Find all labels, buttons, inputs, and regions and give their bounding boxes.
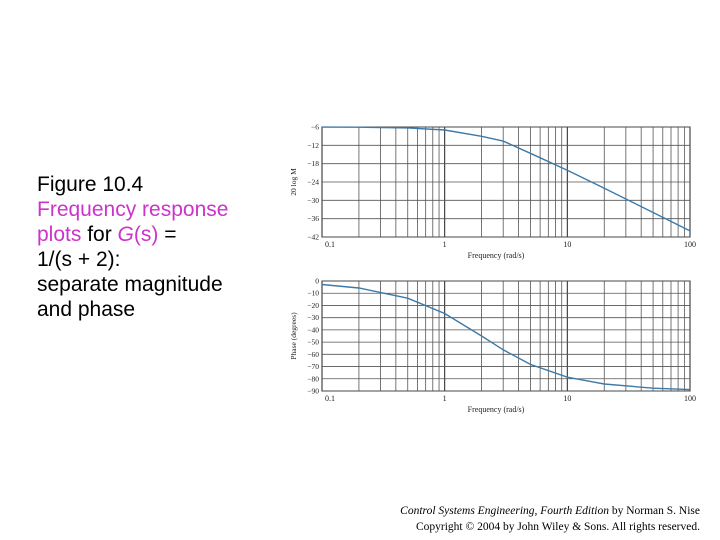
y-tick-label: −20	[307, 301, 319, 310]
x-tick-label: 100	[684, 394, 696, 403]
y-tick-label: −12	[307, 141, 319, 150]
caption-for: for	[81, 223, 118, 246]
y-tick-label: −40	[307, 325, 319, 334]
credit-line-1: Control Systems Engineering, Fourth Edit…	[400, 503, 700, 519]
caption-line-4: separate magnitude	[37, 273, 223, 296]
caption-line-2: plots for G(s) =	[37, 222, 277, 247]
credit-block: Control Systems Engineering, Fourth Edit…	[400, 503, 700, 535]
y-tick-label: −90	[307, 387, 319, 396]
y-tick-label: −30	[307, 313, 319, 322]
x-tick-label: 10	[563, 240, 571, 249]
copyright-line: Copyright © 2004 by John Wiley & Sons. A…	[415, 521, 700, 533]
y-tick-label: −70	[307, 362, 319, 371]
y-tick-label: −60	[307, 350, 319, 359]
x-tick-label: 0.1	[325, 394, 335, 403]
phase-chart: 0 −10 −20 −30 −40 −50 −60 −70 −80 −90 0.1 1 10 100 Fre…	[289, 277, 696, 415]
y-tick-label: 0	[315, 277, 319, 286]
caption-line-1: Frequency response	[37, 198, 229, 221]
x-tick-label: 1	[443, 394, 447, 403]
x-axis-label: Frequency (rad/s)	[468, 405, 525, 414]
x-tick-label: 100	[684, 240, 696, 249]
x-tick-label: 0.1	[325, 240, 335, 249]
y-axis-label: Phase (degrees)	[289, 312, 298, 360]
figure-number: Figure 10.4	[37, 173, 144, 196]
plot-frame	[321, 280, 691, 392]
caption-s: (s)	[133, 223, 159, 246]
y-tick-label: −36	[307, 214, 319, 223]
caption-line-3: 1/(s + 2):	[37, 248, 121, 271]
magnitude-chart: −6 −12 −18 −24 −30 −36 −42 0.1 1 10 100 Frequency (…	[289, 123, 696, 261]
caption-equals: =	[158, 223, 177, 246]
y-tick-label: −30	[307, 196, 319, 205]
y-tick-label: −24	[307, 178, 319, 187]
y-tick-label: −42	[307, 233, 319, 242]
caption-line-5: and phase	[37, 298, 136, 321]
y-tick-label: −18	[307, 159, 319, 168]
figure-caption: Figure 10.4 Frequency response plots for…	[37, 172, 277, 322]
y-tick-label: −50	[307, 338, 319, 347]
x-tick-label: 10	[563, 394, 571, 403]
y-tick-label: −10	[307, 289, 319, 298]
y-tick-label: −6	[311, 123, 319, 132]
book-author: by Norman S. Nise	[608, 505, 700, 517]
x-axis-label: Frequency (rad/s)	[468, 251, 525, 260]
y-axis-label: 20 log M	[289, 168, 298, 196]
caption-plots: plots	[37, 223, 82, 246]
book-title: Control Systems Engineering, Fourth Edit…	[400, 505, 609, 517]
x-tick-label: 1	[443, 240, 447, 249]
caption-g: G	[117, 223, 134, 246]
y-tick-label: −80	[307, 374, 319, 383]
